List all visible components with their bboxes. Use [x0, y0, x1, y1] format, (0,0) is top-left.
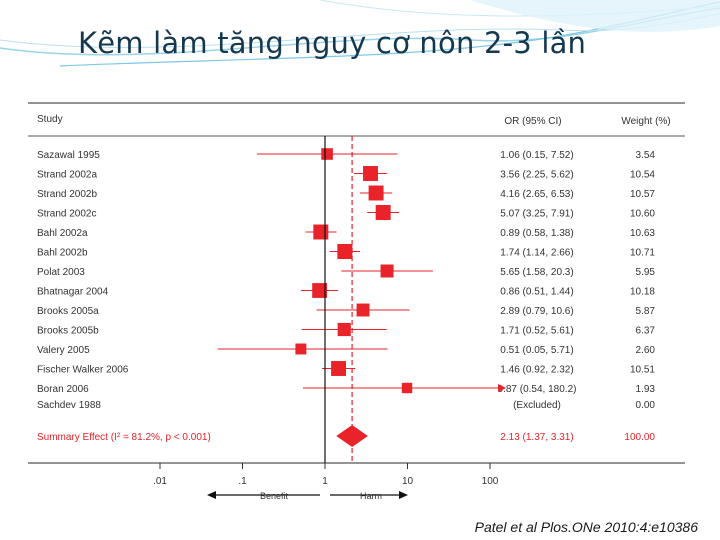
study-weight: 10.71: [630, 248, 655, 259]
study-or-ci: 0.51 (0.05, 5.71): [500, 345, 573, 356]
x-axis-ticks: .01 .1 1 10 100: [153, 463, 499, 487]
study-or-ci: 1.46 (0.92, 2.32): [500, 365, 573, 376]
x-tick-label: .01: [153, 476, 167, 487]
study-weight: 5.95: [636, 267, 656, 278]
point-estimate: [368, 185, 384, 201]
study-row: Fischer Walker 2006 1.46 (0.92, 2.32) 10.5…: [37, 361, 655, 376]
header-study: Study: [37, 114, 63, 125]
study-row: Strand 2002a 3.56 (2.25, 5.62) 10.54: [37, 166, 655, 181]
study-weight: 2.60: [636, 345, 656, 356]
study-row: Brooks 2005a 2.89 (0.79, 10.6) 5.87: [37, 303, 656, 317]
study-or-ci: 3.56 (2.25, 5.62): [500, 170, 573, 181]
study-name: Strand 2002b: [37, 189, 97, 200]
point-estimate: [331, 361, 347, 376]
point-estimate: [363, 166, 378, 181]
point-estimate: [313, 224, 329, 240]
study-or-ci: (Excluded): [513, 400, 561, 411]
study-rows: Sazawal 1995 1.06 (0.15, 7.52) 3.54 Strand …: [37, 148, 655, 411]
study-name: Valery 2005: [37, 345, 90, 356]
study-or-ci: 9.87 (0.54, 180.2): [498, 384, 577, 395]
summary-label: Summary Effect (I² = 81.2%, p < 0.001): [37, 432, 211, 443]
study-weight: 10.18: [630, 287, 655, 298]
study-name: Boran 2006: [37, 384, 89, 395]
study-name: Bhatnagar 2004: [37, 287, 109, 298]
study-or-ci: 1.06 (0.15, 7.52): [500, 150, 573, 161]
study-weight: 10.63: [630, 228, 655, 239]
study-weight: 10.54: [630, 170, 655, 181]
point-estimate: [401, 382, 413, 394]
study-row: Polat 2003 5.65 (1.58, 20.3) 5.95: [37, 264, 656, 278]
study-name: Fischer Walker 2006: [37, 365, 129, 376]
study-name: Sachdev 1988: [37, 400, 101, 411]
study-name: Bahl 2002a: [37, 228, 88, 239]
study-row: Strand 2002b 4.16 (2.65, 6.53) 10.57: [37, 185, 655, 201]
point-estimate: [337, 322, 351, 337]
study-name: Polat 2003: [37, 267, 85, 278]
point-estimate: [295, 343, 307, 355]
study-weight: 10.57: [630, 189, 655, 200]
point-estimate: [356, 303, 370, 317]
study-weight: 0.00: [636, 400, 656, 411]
study-row: Brooks 2005b 1.71 (0.52, 5.61) 6.37: [37, 322, 656, 337]
summary-or-ci: 2.13 (1.37, 3.31): [500, 432, 573, 443]
point-estimate: [380, 264, 394, 278]
slide-title: Kẽm làm tăng nguy cơ nôn 2-3 lần: [78, 26, 587, 60]
point-estimate: [375, 205, 391, 220]
study-or-ci: 4.16 (2.65, 6.53): [500, 189, 573, 200]
study-row: Bhatnagar 2004 0.86 (0.51, 1.44) 10.18: [37, 283, 655, 298]
study-row: Valery 2005 0.51 (0.05, 5.71) 2.60: [37, 343, 656, 356]
study-weight: 10.60: [630, 209, 655, 220]
harm-label: Harm: [360, 491, 382, 501]
summary-row: Summary Effect (I² = 81.2%, p < 0.001) 2.…: [37, 425, 655, 447]
header-decoration: [0, 0, 720, 67]
header-or-ci: OR (95% CI): [504, 116, 561, 127]
study-weight: 6.37: [636, 326, 656, 337]
study-row: Strand 2002c 5.07 (3.25, 7.91) 10.60: [37, 205, 655, 220]
study-name: Brooks 2005b: [37, 326, 99, 337]
study-or-ci: 5.65 (1.58, 20.3): [500, 267, 573, 278]
study-name: Strand 2002a: [37, 170, 97, 181]
point-estimate: [312, 283, 327, 298]
ci-arrow: [498, 384, 507, 392]
study-row: Boran 2006 9.87 (0.54, 180.2) 1.93: [37, 382, 656, 395]
study-name: Bahl 2002b: [37, 248, 88, 259]
x-tick-label: 10: [402, 476, 414, 487]
study-or-ci: 1.74 (1.14, 2.66): [500, 248, 573, 259]
study-name: Brooks 2005a: [37, 306, 99, 317]
summary-weight: 100.00: [624, 432, 655, 443]
x-tick-label: 1: [322, 476, 328, 487]
study-weight: 10.51: [630, 365, 655, 376]
study-or-ci: 5.07 (3.25, 7.91): [500, 209, 573, 220]
study-weight: 3.54: [636, 150, 656, 161]
study-name: Sazawal 1995: [37, 150, 100, 161]
study-or-ci: 2.89 (0.79, 10.6): [500, 306, 573, 317]
study-or-ci: 0.86 (0.51, 1.44): [500, 287, 573, 298]
point-estimate: [321, 148, 333, 160]
point-estimate: [337, 244, 353, 259]
study-weight: 5.87: [636, 306, 656, 317]
study-name: Strand 2002c: [37, 209, 97, 220]
x-tick-label: 100: [482, 476, 499, 487]
benefit-label: Benefit: [260, 491, 289, 501]
study-or-ci: 0.89 (0.58, 1.38): [500, 228, 573, 239]
study-weight: 1.93: [636, 384, 656, 395]
study-row: Bahl 2002a 0.89 (0.58, 1.38) 10.63: [37, 224, 655, 240]
study-row: Sachdev 1988 (Excluded) 0.00: [37, 400, 655, 411]
direction-arrows: [207, 491, 408, 499]
header-weight: Weight (%): [621, 116, 670, 127]
study-or-ci: 1.71 (0.52, 5.61): [500, 326, 573, 337]
study-row: Sazawal 1995 1.06 (0.15, 7.52) 3.54: [37, 148, 655, 161]
study-row: Bahl 2002b 1.74 (1.14, 2.66) 10.71: [37, 244, 655, 259]
citation: Patel et al Plos.ONe 2010:4:e10386: [474, 519, 698, 535]
x-tick-label: .1: [238, 476, 247, 487]
